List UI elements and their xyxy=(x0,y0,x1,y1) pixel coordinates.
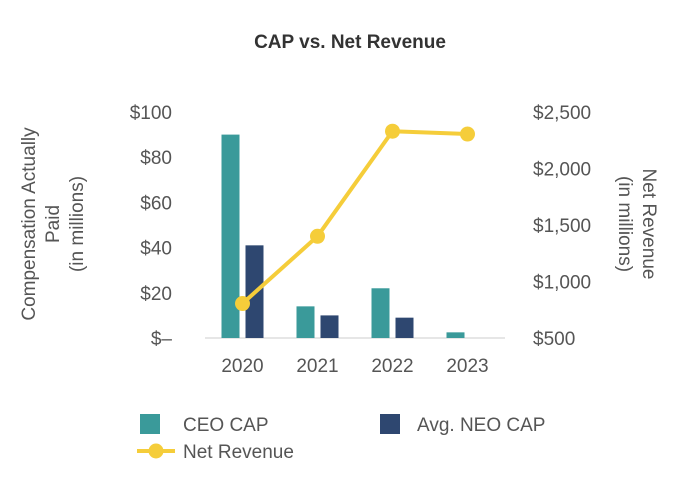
left-tick-label: $60 xyxy=(140,193,172,214)
bar-ceo-cap-2022 xyxy=(371,288,390,338)
chart-title: CAP vs. Net Revenue xyxy=(254,32,446,53)
right-axis-title: Net Revenue(in millions) xyxy=(614,169,659,280)
left-tick-labels: $– $20 $40 $60 $80 $100 xyxy=(130,103,173,350)
legend: CEO CAP Avg. NEO CAP Net Revenue xyxy=(137,414,545,463)
net-revenue-point-2020 xyxy=(235,296,250,312)
bars xyxy=(221,134,465,338)
bar-ceo-cap-2023 xyxy=(446,332,465,338)
left-tick-label: $100 xyxy=(130,103,172,124)
right-axis-title-line: Net Revenue xyxy=(638,169,659,280)
bar-ceo-cap-2021 xyxy=(296,306,315,338)
net-revenue-line xyxy=(241,129,468,306)
x-tick-labels: 2020 2021 2022 2023 xyxy=(221,356,488,377)
x-tick-label: 2023 xyxy=(446,356,488,377)
left-axis-title-line: Paid xyxy=(43,205,64,243)
net-revenue-point-2023 xyxy=(460,126,475,142)
right-tick-labels: $500 $1,000 $1,500 $2,000 $2,500 xyxy=(533,103,591,350)
bar-avg-neo-cap-2021 xyxy=(320,315,339,338)
x-tick-label: 2022 xyxy=(371,356,413,377)
net-revenue-point-2022 xyxy=(385,123,400,139)
left-axis-title-line: Compensation Actually xyxy=(19,127,40,321)
net-revenue-point-2021 xyxy=(310,228,325,244)
legend-label-avg-neo-cap: Avg. NEO CAP xyxy=(417,415,545,436)
left-tick-label: $40 xyxy=(140,239,172,260)
x-tick-label: 2021 xyxy=(296,356,338,377)
legend-swatch-net-revenue-marker xyxy=(148,443,164,459)
legend-swatch-ceo-cap xyxy=(140,414,160,434)
right-tick-label: $2,000 xyxy=(533,160,591,181)
right-tick-label: $2,500 xyxy=(533,103,591,124)
right-axis-title-line: (in millions) xyxy=(614,176,635,272)
left-axis-title-line: (in millions) xyxy=(67,176,88,272)
bar-avg-neo-cap-2022 xyxy=(395,317,414,338)
right-tick-label: $1,000 xyxy=(533,273,591,294)
x-tick-label: 2020 xyxy=(221,356,263,377)
right-tick-label: $1,500 xyxy=(533,216,591,237)
left-tick-label: $20 xyxy=(140,284,172,305)
bar-ceo-cap-2020 xyxy=(221,134,240,338)
legend-label-ceo-cap: CEO CAP xyxy=(183,415,269,436)
left-tick-label: $– xyxy=(151,329,173,350)
legend-label-net-revenue: Net Revenue xyxy=(183,442,294,463)
left-tick-label: $80 xyxy=(140,148,172,169)
net-revenue-line-series xyxy=(235,123,475,312)
left-axis-title: Compensation Actually Paid (in millions) xyxy=(19,127,88,321)
right-tick-label: $500 xyxy=(533,329,575,350)
legend-swatch-avg-neo-cap xyxy=(380,414,400,434)
